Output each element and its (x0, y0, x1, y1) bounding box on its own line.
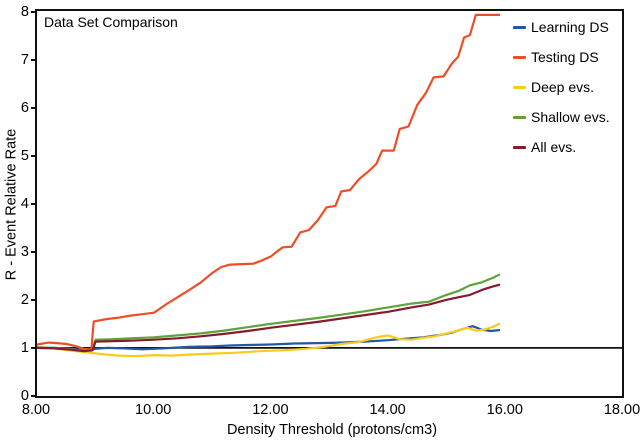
legend-swatch-icon (513, 85, 526, 89)
x-tick-label-8.00: 8.00 (21, 402, 51, 418)
legend: Learning DS Testing DS Deep evs. Shallow ev… (513, 12, 625, 162)
legend-item-deep-evs: Deep evs. (513, 72, 625, 102)
legend-label: Shallow evs. (531, 109, 610, 125)
y-tick-mark (31, 11, 36, 13)
y-tick-label-7: 7 (20, 52, 29, 68)
chart-title: Data Set Comparison (44, 14, 178, 30)
y-tick-label-4: 4 (20, 196, 29, 212)
y-tick-mark (31, 251, 36, 253)
y-tick-mark (31, 299, 36, 301)
plot-area: Data Set Comparison Learning DS Testing D… (35, 9, 624, 398)
series-line-deep-evs (37, 322, 501, 358)
legend-swatch-icon (513, 25, 526, 29)
legend-item-testing-ds: Testing DS (513, 42, 625, 72)
y-tick-label-5: 5 (20, 148, 29, 164)
legend-item-all-evs: All evs. (513, 132, 625, 162)
y-tick-mark (31, 59, 36, 61)
y-tick-label-1: 1 (20, 340, 29, 356)
y-tick-mark (31, 155, 36, 157)
x-tick-label-16.00: 16.00 (486, 402, 523, 418)
y-tick-mark (31, 203, 36, 205)
y-tick-label-0: 0 (20, 388, 29, 404)
series-line-learning-ds (37, 325, 501, 352)
legend-swatch-icon (513, 145, 526, 149)
y-tick-mark (31, 347, 36, 349)
chart-canvas (37, 13, 622, 358)
x-axis-title: Density Threshold (protons/cm3) (226, 422, 438, 438)
y-tick-mark (31, 395, 36, 397)
y-tick-label-8: 8 (20, 4, 29, 20)
y-tick-label-6: 6 (20, 100, 29, 116)
y-tick-label-2: 2 (20, 292, 29, 308)
series-line-all-evs (37, 283, 501, 353)
legend-item-shallow-evs: Shallow evs. (513, 102, 625, 132)
y-tick-label-3: 3 (20, 244, 29, 260)
x-tick-label-14.00: 14.00 (369, 402, 406, 418)
legend-swatch-icon (513, 55, 526, 59)
legend-label: Testing DS (531, 49, 599, 65)
legend-label: Deep evs. (531, 79, 595, 95)
legend-label: All evs. (531, 139, 577, 155)
legend-item-learning-ds: Learning DS (513, 12, 625, 42)
x-tick-label-12.00: 12.00 (252, 402, 289, 418)
series-line-testing-ds (37, 13, 501, 351)
legend-label: Learning DS (531, 19, 609, 35)
x-tick-label-18.00: 18.00 (603, 402, 641, 418)
legend-swatch-icon (513, 115, 526, 119)
y-tick-mark (31, 107, 36, 109)
series-line-shallow-evs (37, 273, 501, 352)
x-tick-label-10.00: 10.00 (135, 402, 172, 418)
